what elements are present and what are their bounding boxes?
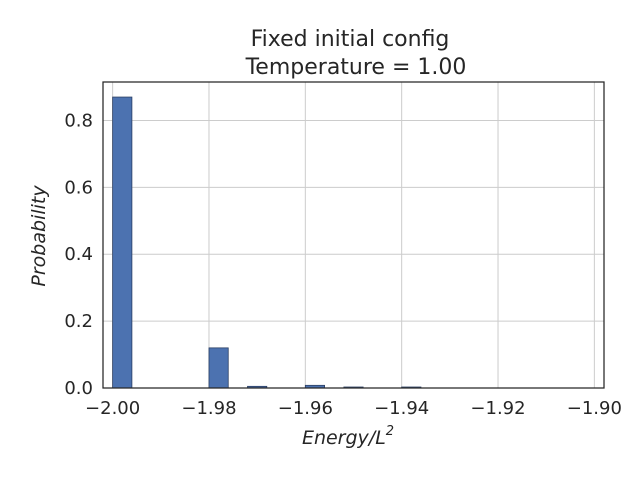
- x-tick-label: −1.94: [374, 398, 429, 419]
- x-axis-label-exponent: 2: [386, 424, 394, 439]
- x-axis-label: Energy/L2: [302, 424, 394, 449]
- y-tick-label: 0.0: [64, 378, 93, 399]
- x-tick-label: −1.90: [567, 398, 622, 419]
- x-tick-label: −1.98: [181, 398, 236, 419]
- y-tick-label: 0.2: [64, 311, 93, 332]
- x-tick-label: −2.00: [85, 398, 140, 419]
- y-tick-labels: 0.0 0.2 0.4 0.6 0.8: [64, 110, 93, 399]
- plot-frame: [102, 81, 605, 389]
- y-tick-label: 0.6: [64, 177, 93, 198]
- grid-lines: [103, 82, 604, 389]
- y-axis-label: Probability: [28, 185, 50, 287]
- histogram-bar: [112, 96, 133, 389]
- x-tick-label: −1.96: [278, 398, 333, 419]
- y-tick-label: 0.8: [64, 110, 93, 131]
- x-tick-labels: −2.00 −1.98 −1.96 −1.94 −1.92 −1.90: [85, 398, 622, 419]
- histogram-bar: [208, 347, 229, 389]
- bars: [112, 96, 422, 389]
- x-axis-label-base: Energy/L: [302, 427, 386, 449]
- chart-subtitle: Temperature = 1.00: [245, 55, 467, 80]
- y-tick-label: 0.4: [64, 244, 93, 265]
- chart-title: Fixed initial config: [251, 27, 450, 52]
- x-tick-label: −1.92: [470, 398, 525, 419]
